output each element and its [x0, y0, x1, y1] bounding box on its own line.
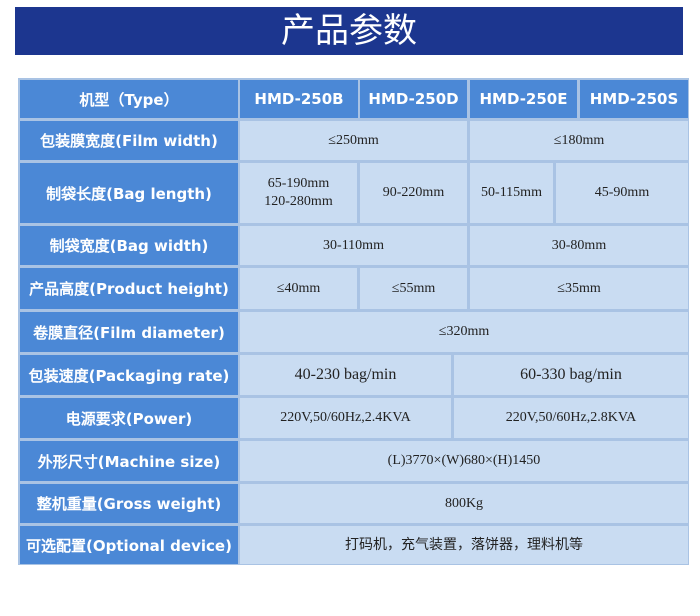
header-model: HMD-250E — [470, 80, 577, 118]
spec-table: 机型（Type） HMD-250B HMD-250D HMD-250E HMD-… — [18, 78, 689, 565]
cell: 50-115mm — [470, 163, 553, 223]
row-label: 电源要求(Power) — [20, 398, 238, 438]
cell: 45-90mm — [556, 163, 688, 223]
row-label: 产品高度(Product height) — [20, 268, 238, 309]
header-model: HMD-250B — [240, 80, 358, 118]
header-model: HMD-250D — [360, 80, 467, 118]
cell: ≤35mm — [470, 268, 688, 309]
cell: 90-220mm — [360, 163, 467, 223]
row-label: 制袋长度(Bag length) — [20, 163, 238, 223]
cell: 220V,50/60Hz,2.4KVA — [240, 398, 451, 438]
cell: 65-190mm 120-280mm — [240, 163, 357, 223]
cell: 30-110mm — [240, 226, 467, 265]
row-label: 包装膜宽度(Film width) — [20, 121, 238, 160]
cell: 40-230 bag/min — [240, 355, 451, 395]
cell: 800Kg — [240, 484, 688, 523]
cell: (L)3770×(W)680×(H)1450 — [240, 441, 688, 481]
cell: ≤320mm — [240, 312, 688, 352]
cell: ≤55mm — [360, 268, 467, 309]
cell-line: 120-280mm — [264, 194, 333, 209]
cell-line: 65-190mm — [267, 176, 330, 191]
page-title: 产品参数 — [15, 7, 683, 55]
row-label: 外形尺寸(Machine size) — [20, 441, 238, 481]
cell: 60-330 bag/min — [454, 355, 688, 395]
row-label: 制袋宽度(Bag width) — [20, 226, 238, 265]
header-type: 机型（Type） — [20, 80, 238, 118]
row-label: 卷膜直径(Film diameter) — [20, 312, 238, 352]
cell: 打码机，充气装置，落饼器，理料机等 — [240, 526, 688, 564]
cell: ≤180mm — [470, 121, 688, 160]
header-model: HMD-250S — [580, 80, 688, 118]
cell: ≤40mm — [240, 268, 357, 309]
cell: 220V,50/60Hz,2.8KVA — [454, 398, 688, 438]
row-label: 可选配置(Optional device) — [20, 526, 238, 564]
cell: 30-80mm — [470, 226, 688, 265]
cell: ≤250mm — [240, 121, 467, 160]
row-label: 包装速度(Packaging rate) — [20, 355, 238, 395]
row-label: 整机重量(Gross weight) — [20, 484, 238, 523]
